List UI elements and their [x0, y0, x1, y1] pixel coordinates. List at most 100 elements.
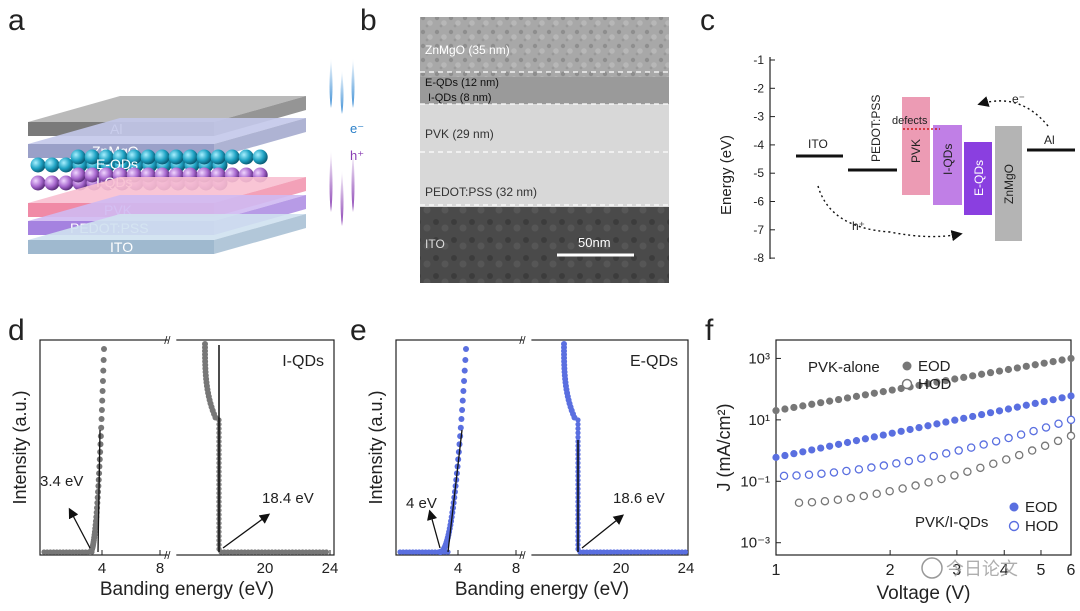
data-point-pvk-alone-eod [808, 400, 816, 408]
data-point-pvk-i-qds-eod [879, 431, 887, 439]
data-point-pvk-i-qds-eod [808, 446, 816, 454]
x-axis-title: Banding energy (eV) [100, 579, 274, 600]
data-point-onset [101, 346, 107, 352]
axis-break-mark-bottom: // [164, 550, 171, 562]
qd-sphere-e-qds [224, 149, 240, 165]
onset-annotation: 3.4 eV [40, 473, 83, 490]
pvk-band-label: PVK [909, 139, 923, 163]
zngmo-band-label: ZnMgO [1002, 164, 1016, 204]
data-point-pvk-i-qds-eod [915, 424, 923, 432]
data-point-pvk-i-qds-hod [1029, 426, 1038, 436]
qd-sphere-e-qds [84, 149, 100, 165]
data-point-pvk-i-qds-eod [986, 409, 995, 417]
x-tick-label: 20 [613, 560, 630, 577]
data-point-pvk-alone-eod [1049, 357, 1057, 366]
qd-sphere-i-qds [44, 175, 60, 191]
data-point-pvk-i-qds-eod [888, 429, 896, 437]
data-point-onset [459, 407, 466, 414]
data-point-pvk-i-qds-hod [917, 454, 926, 463]
panel-e: e // // 4 8 20 24 Banding energy (eV) Intensity… [350, 314, 694, 600]
y-tick-label: 10⁻³ [740, 535, 770, 552]
data-point-onset [460, 387, 467, 394]
data-point-pvk-alone-hod [1053, 436, 1063, 446]
data-point-pvk-alone-eod [1013, 364, 1021, 372]
data-point-pvk-i-qds-hod [954, 446, 963, 455]
qd-sphere-e-qds [210, 149, 226, 165]
cutoff-annotation: 18.4 eV [262, 490, 314, 507]
panel-f: f 1 2 3 4 5 6 10³ 10¹ 10⁻¹ 10⁻³ Voltage (V) J (mA/c… [705, 314, 1076, 604]
data-point-pvk-alone-eod [1058, 356, 1066, 364]
axis-break-mark-top: // [164, 335, 171, 347]
data-point-vertical [575, 417, 581, 423]
data-point-pvk-i-qds-eod [834, 440, 843, 448]
data-point-pvk-alone-eod [995, 367, 1004, 375]
iqds-band-label: I-QDs [941, 144, 955, 175]
data-point-onset [93, 513, 100, 520]
data-point-pvk-alone-hod [807, 497, 817, 507]
data-point-onset [95, 483, 102, 490]
energy-tick-label: -5 [753, 166, 764, 180]
energy-axis-title: Energy (eV) [718, 135, 735, 215]
data-point-onset [461, 377, 468, 384]
data-point-pvk-i-qds-hod [779, 471, 789, 481]
data-point-pvk-i-qds-eod [978, 410, 986, 419]
pedot-level-label: PEDOT:PSS [869, 95, 883, 162]
hole-drops: h⁺ [329, 148, 364, 226]
stack-top-znmgo [28, 118, 306, 144]
data-point-pvk-alone-hod [937, 474, 946, 484]
data-point-pvk-i-qds-hod [854, 465, 864, 474]
data-point-pvk-i-qds-eod [969, 412, 977, 421]
data-point-pvk-alone-eod [969, 372, 977, 380]
qd-sphere-i-qds [98, 167, 114, 183]
plot-frame [775, 339, 1072, 556]
data-point-pvk-i-qds-eod [924, 422, 932, 430]
data-point-pvk-alone-eod [1031, 361, 1039, 369]
jv-plot-f: 1 2 3 4 5 6 10³ 10¹ 10⁻¹ 10⁻³ Voltage (V) J (mA/cm²… [714, 339, 1076, 604]
data-point-pvk-alone-hod [1014, 450, 1024, 460]
electron-drop-3 [351, 58, 355, 108]
x-tick-label: 8 [156, 560, 164, 577]
legend-marker-filled [902, 361, 912, 371]
data-point-pvk-alone-eod [826, 397, 834, 405]
panel-d: d // // 4 8 20 24 Banding energy (eV) Intensity… [8, 314, 338, 600]
y-tick-label: 10¹ [748, 412, 770, 429]
tem-label-eqds: E-QDs (12 nm) [425, 77, 499, 89]
electron-drop-2 [340, 70, 344, 114]
qd-sphere-e-qds [154, 149, 170, 165]
x-tick-label: 2 [886, 562, 895, 579]
energy-tick-label: -6 [753, 195, 764, 209]
x-tick-label: 8 [512, 560, 520, 577]
qd-sphere-e-qds [126, 149, 142, 165]
tem-label-pedot: PEDOT:PSS (32 nm) [425, 185, 537, 199]
cutoff-arrow [222, 513, 271, 549]
plot-frame [39, 339, 335, 556]
data-point-pvk-alone-hod [833, 495, 843, 505]
qd-sphere-i-qds [30, 175, 46, 191]
x-tick-label: 4 [1000, 562, 1009, 579]
tem-ito-region [420, 207, 669, 283]
qd-sphere-i-qds [70, 167, 86, 183]
data-point-pvk-i-qds-eod [960, 414, 968, 422]
hole-drop-3 [351, 150, 355, 212]
data-point-tail [682, 549, 689, 555]
data-point-pvk-alone-eod [870, 389, 878, 397]
x-tick-label: 4 [454, 560, 462, 577]
data-point-pvk-alone-hod [1001, 455, 1011, 464]
data-point-pvk-alone-hod [963, 467, 972, 476]
watermark: 今日论文 [921, 557, 1018, 579]
qd-sphere-e-qds [182, 149, 198, 165]
data-point-pvk-i-qds-eod [906, 425, 914, 434]
ups-plot-d: // // 4 8 20 24 Banding energy (eV) Intensity (… [10, 335, 338, 600]
data-point-pvk-i-qds-hod [792, 471, 801, 480]
qd-sphere-e-qds [44, 157, 60, 173]
legend-group-name: PVK-alone [808, 359, 880, 376]
qd-sphere-e-qds [140, 149, 156, 165]
data-point-pvk-alone-hod [872, 489, 881, 498]
y-tick-label: 10⁻¹ [740, 473, 770, 490]
x-axis-title: Voltage (V) [877, 583, 971, 604]
qd-sphere-e-qds [30, 157, 46, 173]
hole-label-a: h⁺ [350, 148, 364, 163]
data-point-pvk-alone-hod [885, 486, 894, 496]
data-point-pvk-i-qds-hod [941, 449, 951, 458]
data-point-vertical [575, 426, 581, 432]
